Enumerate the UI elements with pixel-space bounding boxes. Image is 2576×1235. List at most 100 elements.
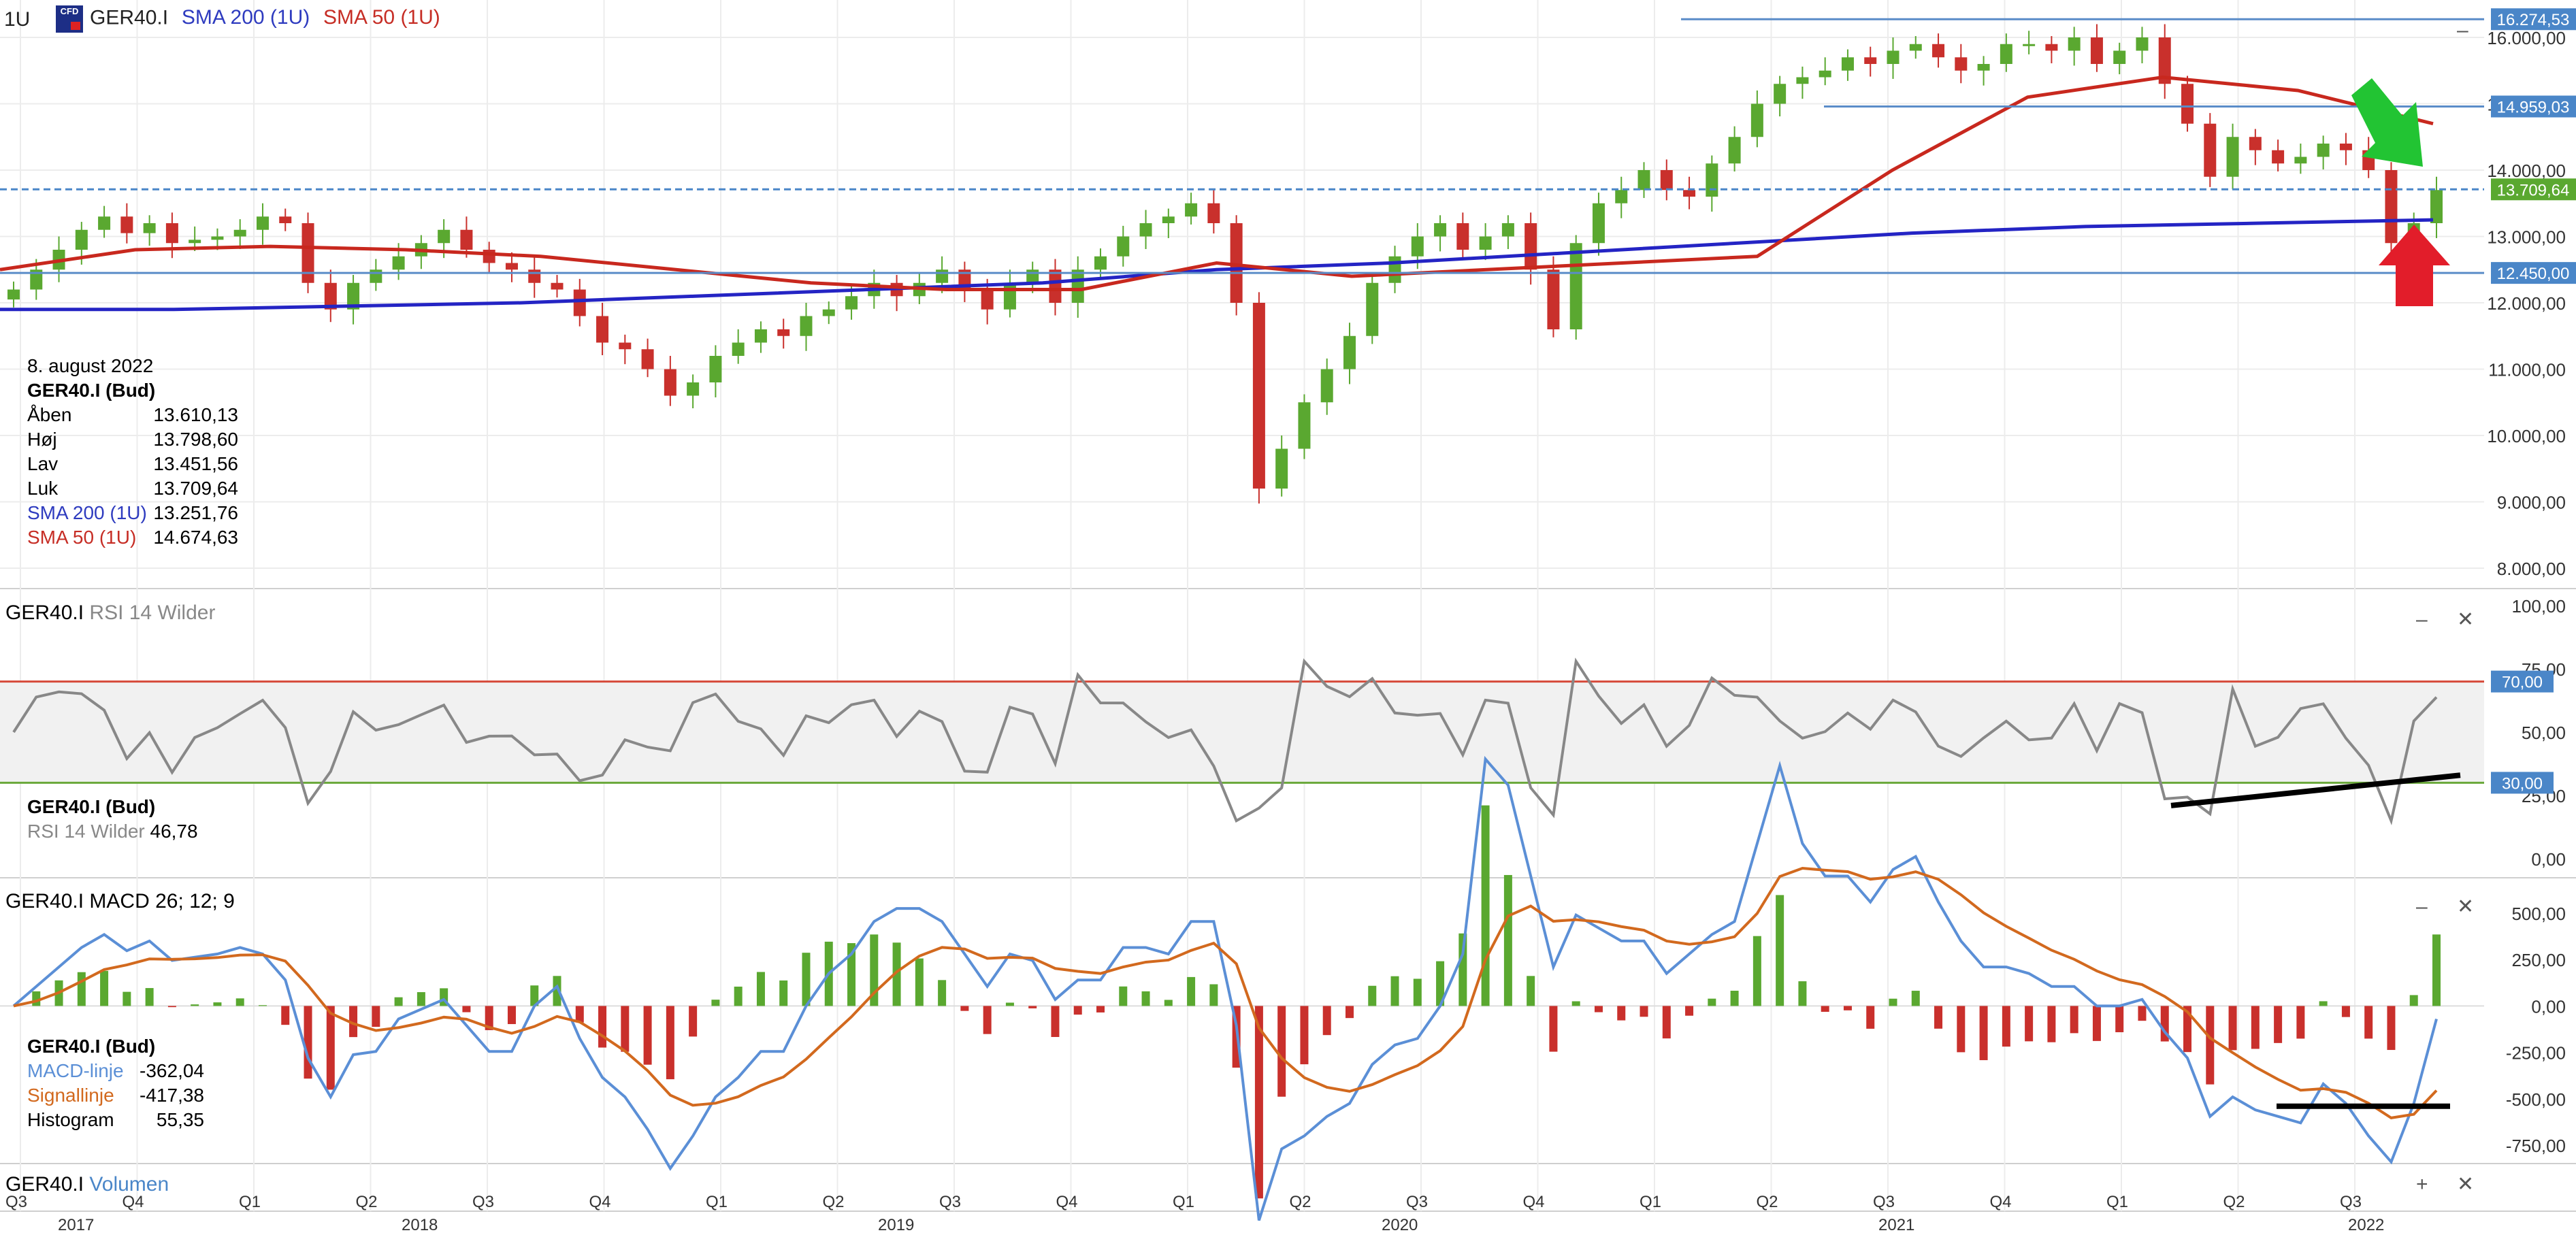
candle-body xyxy=(528,269,541,283)
candle-body xyxy=(822,309,835,316)
candle-body xyxy=(619,342,632,350)
macd-histogram-bar xyxy=(983,1006,992,1034)
macd-histogram-bar xyxy=(2387,1006,2396,1051)
interval-label[interactable]: 1U xyxy=(4,8,31,31)
cfd-icon: CFD xyxy=(56,5,83,33)
candle-body xyxy=(233,229,246,237)
rsi-close-icon[interactable]: ✕ xyxy=(2457,608,2475,631)
candle-body xyxy=(1841,57,1854,71)
macd-histogram-bar xyxy=(1503,874,1512,1006)
macd-histogram-bar xyxy=(892,942,901,1006)
macd-tick-label: 0,00 xyxy=(2531,996,2566,1017)
candle-body xyxy=(754,329,767,343)
quarter-tick-label: Q2 xyxy=(2223,1193,2245,1211)
candle-body xyxy=(30,269,43,290)
sma200-legend[interactable]: SMA 200 (1U) xyxy=(181,6,310,29)
macd-histogram-bar xyxy=(213,1002,222,1006)
price-level-badge xyxy=(2491,178,2576,201)
macd-histogram-bar xyxy=(258,1005,267,1006)
quarter-tick-label: Q1 xyxy=(2106,1193,2128,1211)
macd-panel-title: GER40.I MACD 26; 12; 9 xyxy=(5,890,235,912)
instrument-header: CFD GER40.I SMA 200 (1U) SMA 50 (1U) xyxy=(56,5,440,33)
candle-body xyxy=(2272,150,2285,164)
candle-body xyxy=(641,349,654,369)
macd-histogram-bar xyxy=(1776,895,1784,1006)
rsi-tick-label: 50,00 xyxy=(2522,723,2566,743)
minimize-icon[interactable]: – xyxy=(2457,19,2468,42)
macd-minimize-icon[interactable]: – xyxy=(2416,895,2428,918)
price-tick-label: 9.000,00 xyxy=(2497,493,2566,513)
candle-body xyxy=(1501,223,1514,237)
candle-body xyxy=(1388,256,1401,283)
ohlc-row-sma50: SMA 50 (1U) 14.674,63 xyxy=(27,527,238,548)
ohlc-date: 8. august 2022 xyxy=(27,355,154,376)
macd-histogram-bar xyxy=(1594,1006,1603,1012)
macd-close-icon[interactable]: ✕ xyxy=(2457,895,2475,918)
candle-body xyxy=(1071,269,1084,303)
rsi-band xyxy=(0,681,2484,783)
quarter-tick-label: Q4 xyxy=(1523,1193,1545,1211)
candle-body xyxy=(2113,50,2126,64)
rsi-minimize-icon[interactable]: – xyxy=(2416,608,2428,631)
candle-body xyxy=(1909,44,1922,51)
candle-body xyxy=(301,223,314,283)
candle-body xyxy=(1864,57,1877,64)
macd-info-box: GER40.I (Bud) MACD-linje -362,04 Signalli… xyxy=(27,1036,204,1130)
macd-histogram-bar xyxy=(689,1006,698,1037)
sma50-legend[interactable]: SMA 50 (1U) xyxy=(323,6,440,29)
year-tick-label: 2017 xyxy=(58,1216,94,1234)
candle-body xyxy=(2249,137,2262,150)
macd-histogram-bar xyxy=(1527,976,1535,1006)
macd-histogram-bar xyxy=(2047,1006,2056,1042)
candle-body xyxy=(1547,269,1560,329)
volume-close-icon[interactable]: ✕ xyxy=(2457,1173,2475,1196)
candle-body xyxy=(2045,44,2058,51)
macd-histogram-bar xyxy=(1549,1006,1558,1052)
candle-body xyxy=(1525,223,1537,270)
candle-body xyxy=(2181,84,2194,124)
candle-body xyxy=(2294,157,2307,164)
macd-histogram-bar xyxy=(1662,1006,1671,1039)
macd-histogram-bar xyxy=(1209,984,1218,1006)
candle-body xyxy=(1049,269,1062,303)
macd-histogram-bar xyxy=(1187,976,1196,1006)
candle-body xyxy=(2317,144,2330,157)
candle-body xyxy=(573,289,586,316)
macd-histogram-bar xyxy=(1458,933,1467,1006)
ohlc-row-open: Åben 13.610,13 xyxy=(27,404,238,425)
candle-body xyxy=(2430,190,2443,223)
macd-histogram-bar xyxy=(1685,1006,1694,1016)
candle-body xyxy=(1320,369,1333,403)
candle-body xyxy=(438,229,451,244)
macd-tick-label: -500,00 xyxy=(2506,1089,2566,1110)
quarter-tick-label: Q3 xyxy=(939,1193,961,1211)
macd-histogram-bar xyxy=(621,1006,630,1052)
candle-body xyxy=(1003,282,1016,310)
candle-body xyxy=(460,229,473,250)
macd-histogram-bar xyxy=(1073,1006,1082,1015)
volume-add-icon[interactable]: + xyxy=(2416,1173,2428,1196)
macd-histogram-bar xyxy=(1300,1006,1309,1065)
price-level-label: 16.274,53 xyxy=(2497,11,2570,29)
candle-body xyxy=(505,263,518,270)
macd-histogram-bar xyxy=(1957,1006,1966,1053)
macd-histogram-bar xyxy=(1979,1006,1988,1061)
sma50-line xyxy=(0,75,2434,291)
candle-body xyxy=(1683,190,1696,197)
price-level-badge xyxy=(2491,262,2576,284)
macd-histogram-bar xyxy=(2319,1001,2328,1006)
candle-body xyxy=(98,216,111,230)
candle-body xyxy=(800,316,813,336)
price-level-badge xyxy=(2491,95,2576,118)
rsi-trendline xyxy=(2170,772,2461,808)
year-tick-label: 2022 xyxy=(2348,1216,2384,1234)
macd-histogram-bar xyxy=(1413,978,1422,1006)
macd-histogram-bar xyxy=(1322,1006,1331,1036)
candle-body xyxy=(211,236,224,240)
candle-body xyxy=(165,223,178,244)
candle-body xyxy=(279,216,292,223)
macd-histogram-bar xyxy=(372,1006,380,1027)
macd-histogram-bar xyxy=(2364,1006,2373,1039)
candle-body xyxy=(1728,137,1741,164)
